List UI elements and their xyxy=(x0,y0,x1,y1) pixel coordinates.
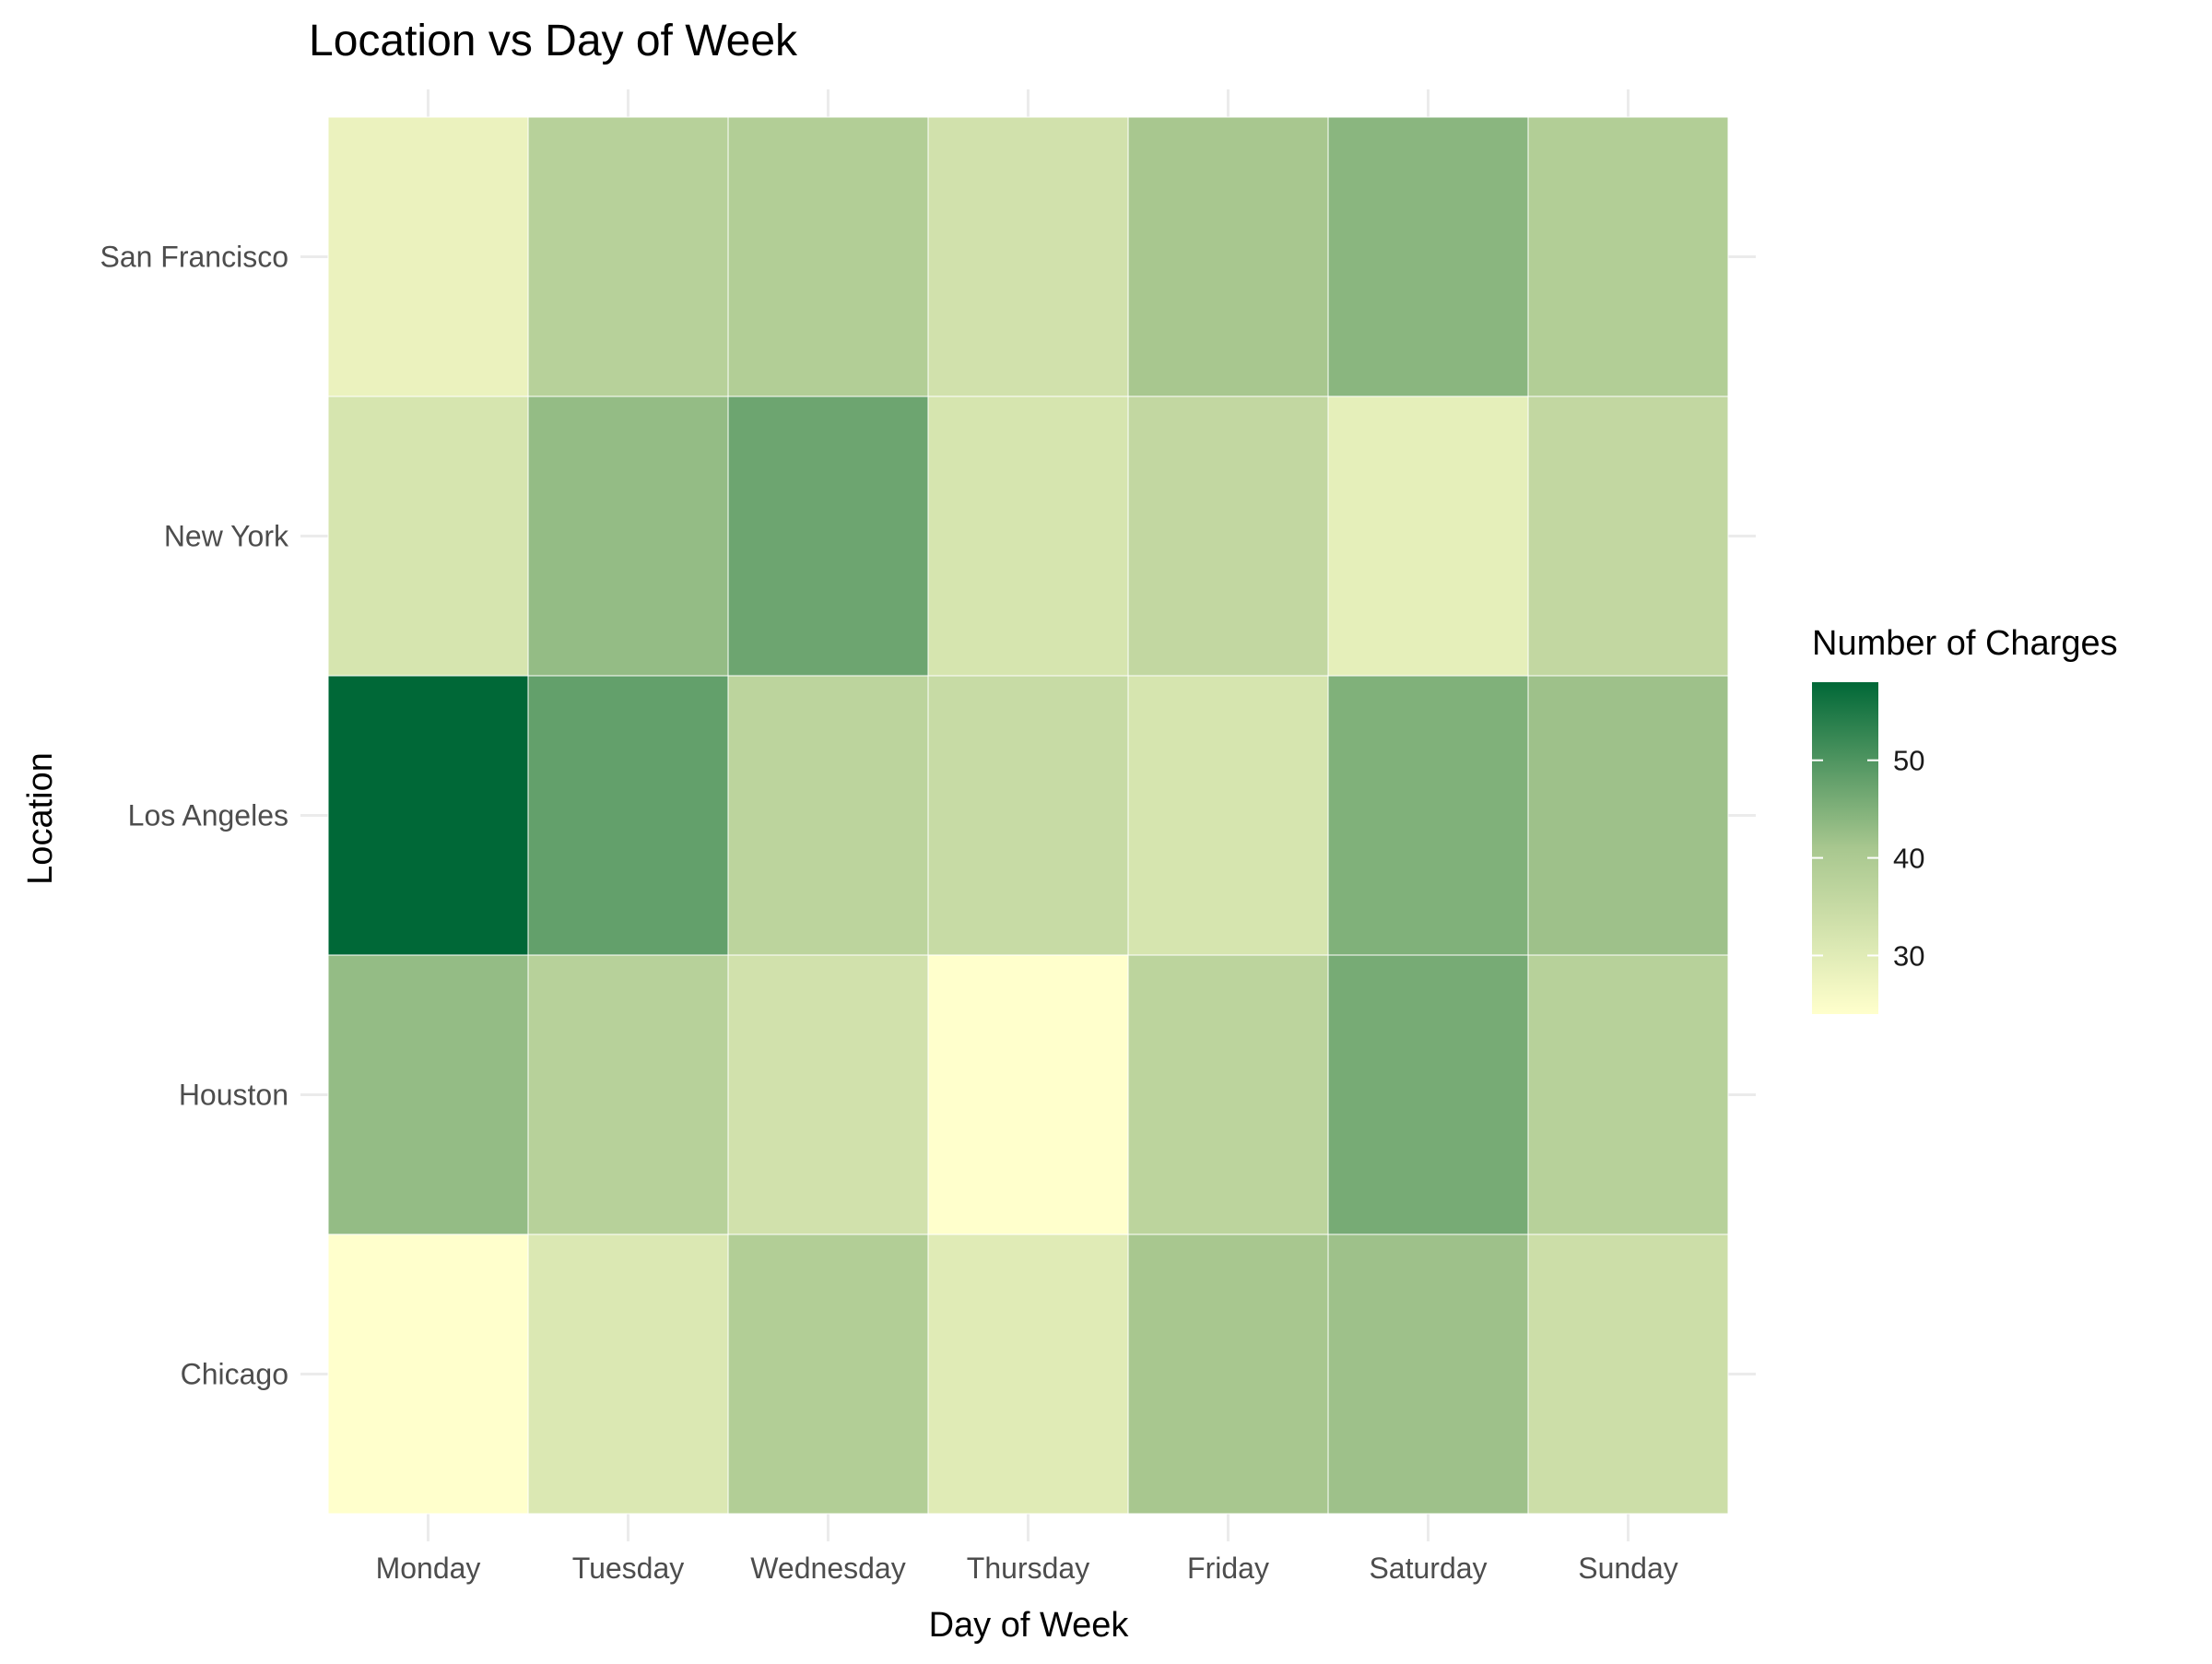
heatmap-cell xyxy=(727,954,929,1235)
heatmap-cell xyxy=(927,395,1129,677)
heatmap-cell xyxy=(1327,395,1529,677)
heatmap-cell xyxy=(527,1233,729,1515)
x-tick-label: Saturday xyxy=(1369,1552,1487,1585)
heatmap-cell xyxy=(1127,395,1329,677)
heatmap-cell xyxy=(527,675,729,956)
heatmap-cell xyxy=(1527,116,1729,397)
heatmap-cell xyxy=(327,675,529,956)
heatmap-cell xyxy=(927,1233,1129,1515)
x-axis-title: Day of Week xyxy=(929,1606,1130,1645)
y-tick-label: Los Angeles xyxy=(128,799,288,832)
heatmap-cell xyxy=(1327,954,1529,1235)
heatmap-cell xyxy=(1127,116,1329,397)
heatmap-cell xyxy=(1327,675,1529,956)
heatmap-cell xyxy=(1527,675,1729,956)
x-tick-label: Thursday xyxy=(967,1552,1089,1585)
y-tick-label: San Francisco xyxy=(100,241,288,274)
legend: 30 40 50 xyxy=(1812,682,1924,1014)
x-tick-label: Tuesday xyxy=(572,1552,685,1585)
heatmap-cell xyxy=(527,395,729,677)
heatmap-cell xyxy=(1327,116,1529,397)
cell-layer xyxy=(327,116,1729,1515)
legend-colorbar xyxy=(1812,682,1878,1014)
heatmap-cell xyxy=(527,954,729,1235)
x-tick-label: Wednesday xyxy=(750,1552,905,1585)
heatmap-cell xyxy=(327,954,529,1235)
y-tick-label: Chicago xyxy=(181,1358,288,1391)
y-tick-label: Houston xyxy=(179,1079,288,1112)
heatmap-cell xyxy=(1127,675,1329,956)
heatmap-cell xyxy=(1327,1233,1529,1515)
y-axis-title: Location xyxy=(21,752,60,885)
x-tick-label: Monday xyxy=(376,1552,481,1585)
heatmap-cell xyxy=(927,116,1129,397)
legend-title: Number of Charges xyxy=(1812,624,2118,663)
heatmap-cell xyxy=(727,116,929,397)
label-layer: Monday Tuesday Wednesday Thursday Friday Satu… xyxy=(100,241,1677,1586)
heatmap-cell xyxy=(327,395,529,677)
legend-tick-label: 40 xyxy=(1893,843,1924,875)
legend-tick-label: 30 xyxy=(1893,939,1924,972)
heatmap-cell xyxy=(927,954,1129,1235)
legend-tick-label: 50 xyxy=(1893,745,1924,777)
heatmap-cell xyxy=(327,116,529,397)
chart-title: Location vs Day of Week xyxy=(309,17,798,65)
heatmap-cell xyxy=(1527,395,1729,677)
x-tick-label: Friday xyxy=(1187,1552,1269,1585)
heatmap-cell xyxy=(327,1233,529,1515)
y-tick-label: New York xyxy=(164,520,289,553)
heatmap-cell xyxy=(1527,1233,1729,1515)
x-tick-label: Sunday xyxy=(1578,1552,1678,1585)
heatmap-cell xyxy=(1127,1233,1329,1515)
heatmap-cell xyxy=(927,675,1129,956)
heatmap-cell xyxy=(727,675,929,956)
heatmap-cell xyxy=(727,1233,929,1515)
heatmap-cell xyxy=(1127,954,1329,1235)
heatmap-cell xyxy=(1527,954,1729,1235)
heatmap-cell xyxy=(727,395,929,677)
heatmap-cell xyxy=(527,116,729,397)
